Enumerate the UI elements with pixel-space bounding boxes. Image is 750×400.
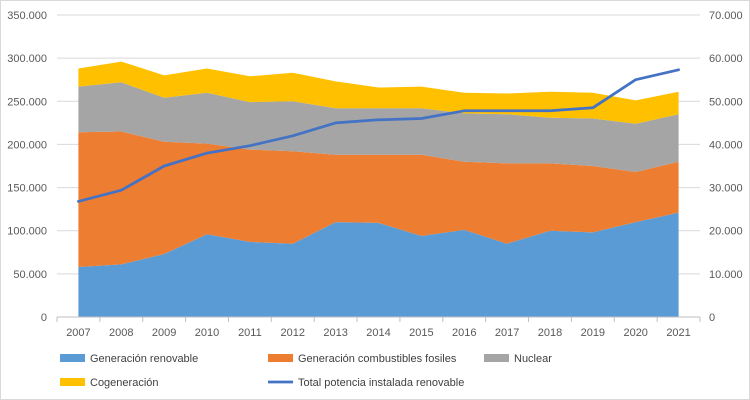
y-tick-label: 350.000 bbox=[7, 10, 47, 22]
x-tick-label: 2015 bbox=[409, 327, 433, 339]
y2-tick-label: 10.000 bbox=[709, 269, 743, 281]
y2-tick-label: 30.000 bbox=[709, 183, 743, 195]
x-tick-label: 2020 bbox=[623, 327, 647, 339]
x-tick-label: 2018 bbox=[538, 327, 562, 339]
area-generaci-n-renovable bbox=[78, 212, 679, 317]
legend-label: Nuclear bbox=[514, 353, 552, 365]
y2-tick-label: 60.000 bbox=[709, 53, 743, 65]
legend-label: Generación renovable bbox=[90, 353, 198, 365]
legend-label: Generación combustibles fosiles bbox=[298, 353, 457, 365]
area-series bbox=[78, 61, 679, 317]
x-tick-label: 2012 bbox=[281, 327, 305, 339]
x-tick-label: 2009 bbox=[152, 327, 176, 339]
x-tick-label: 2017 bbox=[495, 327, 519, 339]
legend-label: Total potencia instalada renovable bbox=[298, 377, 464, 389]
x-tick-label: 2021 bbox=[666, 327, 690, 339]
y-tick-label: 200.000 bbox=[7, 139, 47, 151]
y-tick-label: 250.000 bbox=[7, 96, 47, 108]
legend-label: Cogeneración bbox=[90, 377, 159, 389]
x-tick-label: 2008 bbox=[109, 327, 133, 339]
y2-tick-label: 20.000 bbox=[709, 226, 743, 238]
y-tick-label: 150.000 bbox=[7, 183, 47, 195]
y-tick-label: 300.000 bbox=[7, 53, 47, 65]
legend-swatch bbox=[484, 354, 509, 362]
area-generaci-n-combustibles-fosiles bbox=[78, 131, 679, 267]
area-cogeneraci-n bbox=[78, 61, 679, 124]
legend-swatch bbox=[268, 354, 293, 362]
y2-tick-label: 70.000 bbox=[709, 10, 743, 22]
x-tick-label: 2019 bbox=[581, 327, 605, 339]
y2-tick-label: 40.000 bbox=[709, 139, 743, 151]
y-tick-label: 100.000 bbox=[7, 226, 47, 238]
x-tick-label: 2014 bbox=[366, 327, 390, 339]
area-nuclear bbox=[78, 82, 679, 172]
legend-swatch bbox=[60, 378, 85, 386]
x-tick-label: 2010 bbox=[195, 327, 219, 339]
y-tick-label: 0 bbox=[41, 312, 47, 324]
axes: 0 50.000 100.000 150.000 200.000 250.000 300.0… bbox=[7, 10, 742, 339]
x-tick-label: 2011 bbox=[238, 327, 262, 339]
x-tick-label: 2016 bbox=[452, 327, 476, 339]
line-total-potencia-instalada-renovable bbox=[77, 68, 680, 203]
legend: Generación renovable Generación combustib… bbox=[60, 353, 552, 389]
y-tick-label: 50.000 bbox=[13, 269, 47, 281]
y2-tick-label: 0 bbox=[709, 312, 715, 324]
line-series bbox=[77, 68, 680, 203]
x-tick-label: 2013 bbox=[323, 327, 347, 339]
y2-tick-label: 50.000 bbox=[709, 96, 743, 108]
legend-swatch bbox=[60, 354, 85, 362]
x-tick-label: 2007 bbox=[66, 327, 90, 339]
